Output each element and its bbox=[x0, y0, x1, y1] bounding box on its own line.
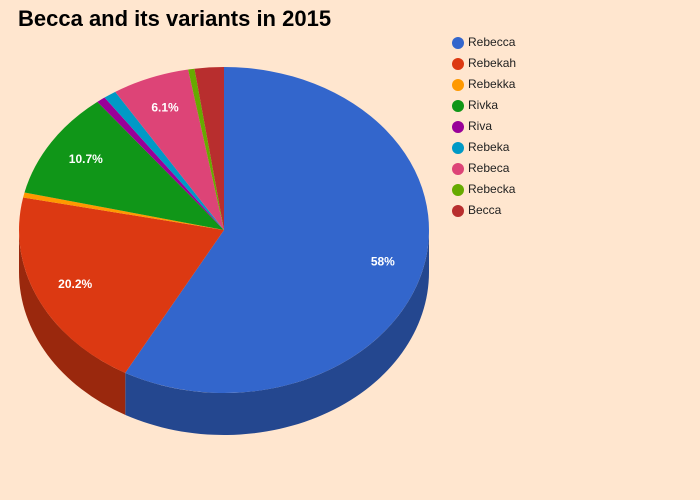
data-label: 10.7% bbox=[69, 152, 103, 166]
legend-label: Rebecca bbox=[468, 35, 516, 49]
slice-side bbox=[125, 230, 430, 435]
legend-label: Rebeka bbox=[468, 140, 510, 154]
slice bbox=[115, 69, 224, 230]
legend-label: Rebekka bbox=[468, 77, 516, 91]
slice bbox=[194, 67, 224, 230]
legend-marker bbox=[452, 205, 464, 217]
slice bbox=[18, 197, 224, 373]
data-label: 20.2% bbox=[58, 277, 92, 291]
data-label: 58% bbox=[371, 255, 395, 269]
legend-label: Rebekah bbox=[468, 56, 516, 70]
slice bbox=[23, 192, 224, 230]
legend-label: Rebecka bbox=[468, 182, 516, 196]
legend-label: Rebeca bbox=[468, 161, 510, 175]
legend-label: Rivka bbox=[468, 98, 498, 112]
legend-marker bbox=[452, 79, 464, 91]
legend-marker bbox=[452, 163, 464, 175]
legend-marker bbox=[452, 184, 464, 196]
legend-label: Riva bbox=[468, 119, 492, 133]
legend-marker bbox=[452, 37, 464, 49]
legend-label: Becca bbox=[468, 203, 502, 217]
slice bbox=[125, 67, 430, 393]
slice bbox=[24, 101, 225, 230]
legend-marker bbox=[452, 142, 464, 154]
slice bbox=[188, 68, 224, 230]
legend-marker bbox=[452, 58, 464, 70]
data-label: 6.1% bbox=[151, 100, 179, 114]
slice bbox=[104, 91, 224, 231]
legend-marker bbox=[452, 100, 464, 112]
chart-title: Becca and its variants in 2015 bbox=[18, 6, 331, 31]
legend-marker bbox=[452, 121, 464, 133]
slice-side bbox=[19, 230, 126, 415]
slice bbox=[97, 97, 224, 230]
